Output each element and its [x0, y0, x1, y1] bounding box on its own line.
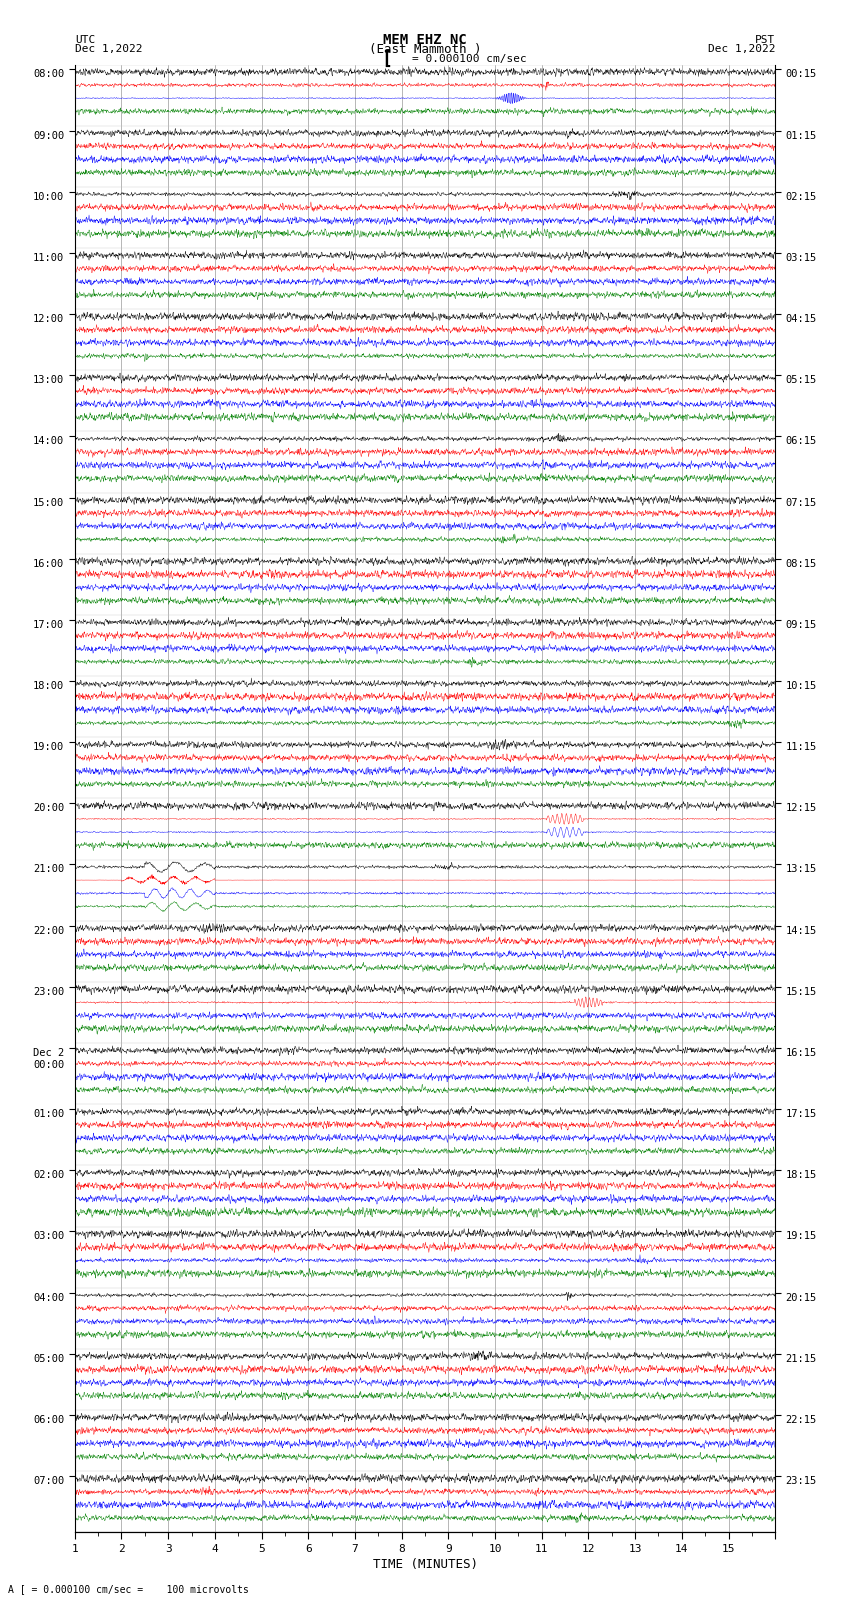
Text: Dec 1,2022: Dec 1,2022	[708, 44, 775, 55]
Text: (East Mammoth ): (East Mammoth )	[369, 42, 481, 56]
Text: MEM EHZ NC: MEM EHZ NC	[383, 32, 467, 47]
Text: PST: PST	[755, 34, 775, 45]
Text: UTC: UTC	[75, 34, 95, 45]
Text: = 0.000100 cm/sec: = 0.000100 cm/sec	[412, 53, 527, 65]
Text: A [ = 0.000100 cm/sec =    100 microvolts: A [ = 0.000100 cm/sec = 100 microvolts	[8, 1584, 249, 1594]
Text: [: [	[382, 50, 392, 68]
Text: Dec 1,2022: Dec 1,2022	[75, 44, 142, 55]
X-axis label: TIME (MINUTES): TIME (MINUTES)	[372, 1558, 478, 1571]
